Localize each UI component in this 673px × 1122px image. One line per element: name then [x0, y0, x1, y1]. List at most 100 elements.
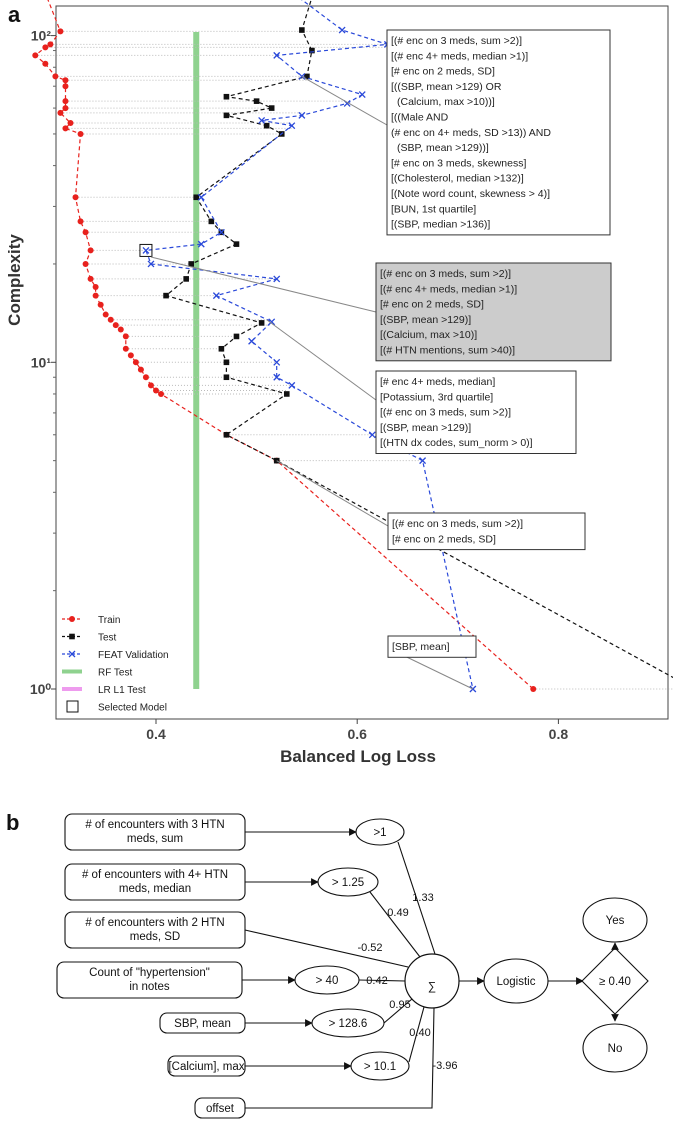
- data-point: [268, 318, 276, 326]
- data-point: [288, 381, 296, 389]
- annotation-line: [# enc 4+ meds, median]: [380, 376, 495, 388]
- data-point: [62, 105, 69, 112]
- legend-marker: [69, 633, 75, 640]
- legend-swatch: [66, 700, 79, 713]
- weight-edge: [397, 841, 436, 955]
- legend: Train Test FEAT Validation RF Test LR L1 Tes…: [62, 615, 169, 714]
- data-point: [92, 292, 99, 299]
- data-point: [57, 109, 64, 116]
- legend-marker: [68, 650, 76, 658]
- data-point: [223, 112, 230, 119]
- data-point: [217, 228, 225, 236]
- annotation-line: [(SBP, mean >129)]: [380, 422, 471, 434]
- data-point: [57, 28, 64, 35]
- data-point: [299, 27, 305, 33]
- decision-label: ≥ 0.40: [599, 976, 631, 988]
- data-point: [87, 247, 94, 254]
- data-point: [263, 122, 270, 129]
- legend-label: FEAT Validation: [98, 650, 169, 661]
- data-point: [142, 246, 150, 254]
- legend-marker: [69, 616, 75, 622]
- annotation-line: (# enc on 4+ meds, SD >13)) AND: [391, 127, 551, 139]
- annotation-line: [SBP, mean]: [392, 641, 450, 653]
- weight-label: -3.96: [432, 1060, 457, 1072]
- sum-symbol: ∑: [428, 981, 436, 993]
- data-point: [82, 229, 89, 236]
- x-tick-label: 0.6: [347, 726, 367, 742]
- data-point: [102, 311, 109, 318]
- data-point: [52, 73, 59, 80]
- data-point: [32, 52, 39, 59]
- feature-label: # of encounters with 4+ HTN meds, median: [82, 869, 228, 895]
- weight-edge: [358, 979, 406, 982]
- annotation-line: [(# HTN mentions, sum >40)]: [380, 345, 515, 357]
- threshold-label: > 128.6: [329, 1018, 368, 1030]
- y-tick-label: 10⁰: [30, 681, 52, 697]
- data-point: [87, 275, 94, 282]
- data-point: [158, 390, 165, 397]
- no-label: No: [608, 1043, 623, 1055]
- data-point: [197, 193, 205, 201]
- annotation-leader: [276, 460, 389, 527]
- data-point: [117, 326, 124, 333]
- threshold-label: > 1.25: [332, 877, 364, 889]
- weight-label: 0.40: [409, 1027, 430, 1039]
- y-tick-label: 10¹: [31, 354, 52, 370]
- data-point: [273, 373, 281, 381]
- x-tick-label: 0.4: [146, 726, 166, 742]
- weight-edge: [383, 998, 413, 1024]
- data-point: [122, 345, 129, 352]
- data-point: [253, 98, 260, 104]
- panel-b-label: b: [6, 810, 19, 835]
- data-point: [258, 320, 265, 326]
- annotation-line: [# enc on 2 meds, SD]: [391, 66, 495, 78]
- data-point: [309, 47, 315, 54]
- data-point: [42, 60, 49, 67]
- panel-a-label: a: [8, 2, 21, 27]
- data-point: [248, 337, 256, 345]
- data-point: [183, 276, 189, 282]
- weight-label: 0.95: [389, 999, 410, 1011]
- y-tick-label: 10²: [31, 28, 52, 44]
- data-point: [62, 77, 69, 84]
- data-point: [288, 122, 296, 130]
- plot-area: [32, 0, 673, 693]
- annotation-line: [((SBP, mean >129) OR: [391, 81, 502, 93]
- data-point: [530, 686, 537, 692]
- feature-label: Count of "hypertension" in notes: [89, 967, 210, 993]
- data-point: [218, 345, 225, 352]
- annotation-box: [387, 512, 586, 551]
- threshold-label: > 40: [316, 975, 339, 987]
- annotation-leader: [301, 75, 388, 126]
- feature-label: [Calcium], max: [168, 1061, 244, 1073]
- legend-label: LR L1 Test: [98, 685, 146, 696]
- data-point: [122, 333, 129, 340]
- data-point: [258, 116, 266, 124]
- data-point: [137, 366, 144, 373]
- selected-model-marker: [139, 243, 153, 257]
- annotations: [(# enc on 3 meds, sum >2)] [(# enc 4+ me…: [150, 29, 612, 690]
- annotation-leader: [266, 319, 377, 401]
- threshold-label: > 10.1: [364, 1061, 396, 1073]
- annotation-line: [# enc on 2 meds, SD]: [380, 299, 484, 311]
- data-point: [368, 431, 376, 439]
- weight-edge: [369, 891, 421, 958]
- data-point: [163, 292, 169, 299]
- data-point: [298, 111, 306, 119]
- feature-label: # of encounters with 3 HTN meds, sum: [85, 819, 224, 845]
- threshold-node: [355, 818, 405, 846]
- y-axis-title: Complexity: [5, 234, 24, 326]
- model-diagram: # of encounters with 3 HTN meds, sum >1 1.3…: [56, 813, 649, 1119]
- data-point: [223, 431, 230, 438]
- data-point: [62, 83, 69, 90]
- data-point: [212, 292, 220, 300]
- data-point: [97, 301, 104, 308]
- data-point: [147, 260, 155, 268]
- x-axis-title: Balanced Log Loss: [280, 747, 436, 766]
- threshold-node: [350, 1051, 410, 1081]
- data-point: [208, 218, 215, 225]
- threshold-node: [317, 867, 379, 897]
- data-point: [193, 194, 200, 201]
- data-point: [283, 391, 290, 397]
- annotation-line: [# enc on 3 meds, skewness]: [391, 157, 526, 169]
